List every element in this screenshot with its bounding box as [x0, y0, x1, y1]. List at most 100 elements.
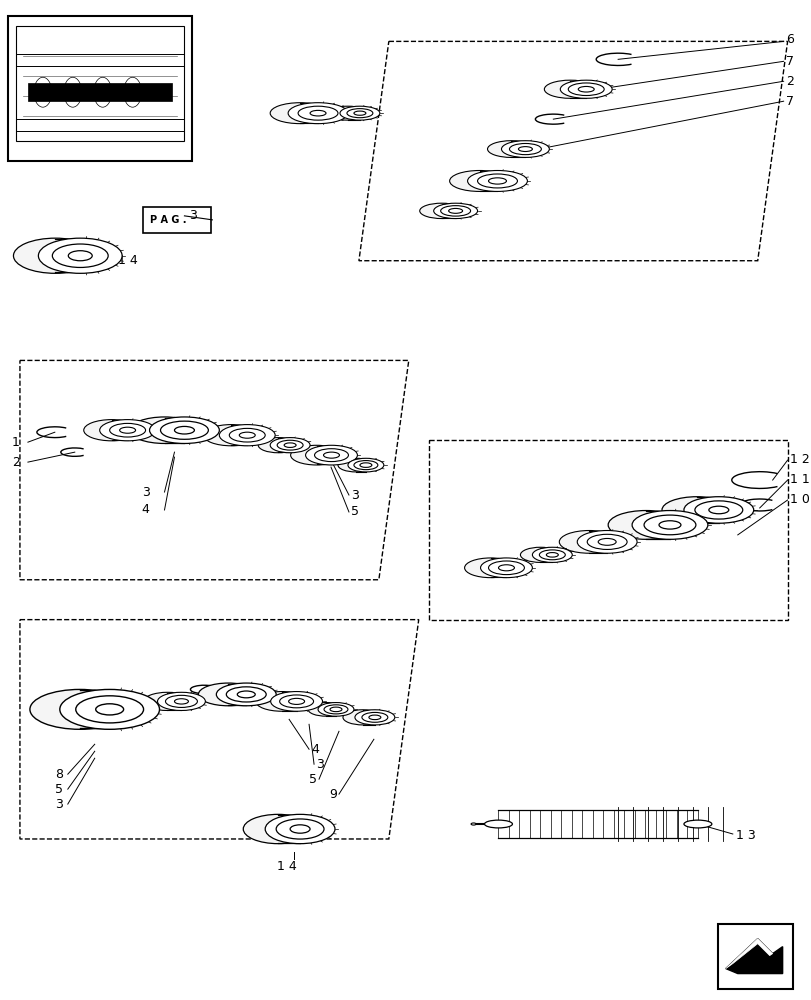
Ellipse shape	[216, 683, 276, 706]
Ellipse shape	[348, 458, 384, 472]
Bar	[16, 119, 184, 131]
Ellipse shape	[130, 417, 200, 443]
Text: 1 1: 1 1	[788, 473, 809, 486]
Text: 3: 3	[315, 758, 324, 771]
Ellipse shape	[661, 497, 731, 523]
Text: 3: 3	[189, 209, 197, 222]
Text: 7: 7	[785, 95, 792, 108]
Ellipse shape	[255, 692, 307, 711]
Ellipse shape	[198, 683, 258, 706]
Ellipse shape	[226, 687, 266, 702]
Ellipse shape	[467, 170, 527, 191]
Ellipse shape	[149, 417, 219, 443]
Polygon shape	[725, 939, 782, 974]
Ellipse shape	[203, 425, 259, 446]
Ellipse shape	[14, 238, 97, 273]
Bar	[16, 54, 184, 66]
Bar	[498, 810, 697, 838]
Text: 1 0: 1 0	[788, 493, 809, 506]
Ellipse shape	[318, 703, 354, 716]
Text: 6: 6	[785, 33, 792, 46]
Ellipse shape	[298, 106, 337, 120]
Ellipse shape	[543, 80, 595, 98]
Ellipse shape	[276, 819, 324, 839]
Ellipse shape	[30, 689, 130, 729]
Ellipse shape	[487, 141, 534, 157]
Ellipse shape	[354, 461, 377, 470]
Ellipse shape	[161, 421, 208, 439]
Ellipse shape	[100, 420, 156, 441]
Text: 3: 3	[350, 489, 358, 502]
Ellipse shape	[219, 425, 275, 446]
Ellipse shape	[288, 103, 348, 124]
Ellipse shape	[501, 141, 549, 157]
Ellipse shape	[328, 106, 367, 120]
Ellipse shape	[144, 692, 191, 710]
Ellipse shape	[362, 712, 388, 722]
Ellipse shape	[342, 710, 382, 725]
Ellipse shape	[75, 696, 144, 723]
Ellipse shape	[84, 420, 139, 441]
Text: 8: 8	[55, 768, 62, 781]
Ellipse shape	[243, 814, 313, 844]
Ellipse shape	[157, 692, 205, 710]
Text: 4: 4	[141, 503, 149, 516]
Text: 1 4: 1 4	[277, 860, 297, 873]
Ellipse shape	[559, 531, 618, 553]
Ellipse shape	[694, 501, 742, 519]
FancyBboxPatch shape	[143, 207, 211, 233]
Bar	[717, 924, 792, 989]
Text: 5: 5	[55, 783, 62, 796]
Text: 1 4: 1 4	[118, 254, 137, 267]
Ellipse shape	[643, 515, 695, 535]
Ellipse shape	[532, 547, 572, 562]
Text: 2: 2	[12, 456, 19, 469]
Ellipse shape	[480, 558, 532, 578]
Text: P A G .: P A G .	[149, 215, 186, 225]
Text: 5: 5	[309, 773, 316, 786]
Ellipse shape	[683, 497, 753, 523]
Ellipse shape	[464, 558, 516, 578]
Bar	[8, 16, 192, 161]
Ellipse shape	[419, 203, 463, 219]
Text: 7: 7	[785, 55, 792, 68]
Ellipse shape	[265, 814, 335, 844]
Text: 4: 4	[311, 743, 319, 756]
Text: 1 2: 1 2	[788, 453, 809, 466]
Ellipse shape	[440, 206, 470, 216]
Text: 2: 2	[785, 75, 792, 88]
Ellipse shape	[60, 689, 159, 729]
Ellipse shape	[307, 703, 344, 716]
Ellipse shape	[324, 705, 348, 714]
Ellipse shape	[270, 103, 329, 124]
Text: 5: 5	[350, 505, 358, 518]
Ellipse shape	[337, 458, 373, 472]
Ellipse shape	[484, 820, 512, 828]
Text: 9: 9	[328, 788, 337, 801]
Ellipse shape	[354, 710, 394, 725]
Ellipse shape	[277, 440, 303, 450]
Text: 3: 3	[55, 798, 62, 811]
Ellipse shape	[577, 531, 637, 553]
Ellipse shape	[270, 438, 310, 453]
Ellipse shape	[631, 511, 707, 539]
Ellipse shape	[539, 550, 564, 560]
Text: 1: 1	[12, 436, 19, 449]
Ellipse shape	[346, 109, 372, 118]
Ellipse shape	[488, 561, 524, 575]
Ellipse shape	[683, 820, 711, 828]
Ellipse shape	[270, 692, 322, 711]
Ellipse shape	[109, 423, 145, 437]
Ellipse shape	[165, 695, 197, 707]
Ellipse shape	[305, 445, 357, 465]
Ellipse shape	[586, 534, 626, 549]
Ellipse shape	[290, 445, 342, 465]
Text: 1 3: 1 3	[735, 829, 754, 842]
Ellipse shape	[433, 203, 477, 219]
Ellipse shape	[449, 170, 508, 191]
Ellipse shape	[477, 174, 517, 188]
Ellipse shape	[520, 547, 560, 562]
Polygon shape	[725, 939, 772, 969]
Text: 3: 3	[141, 486, 149, 499]
Ellipse shape	[568, 83, 603, 96]
